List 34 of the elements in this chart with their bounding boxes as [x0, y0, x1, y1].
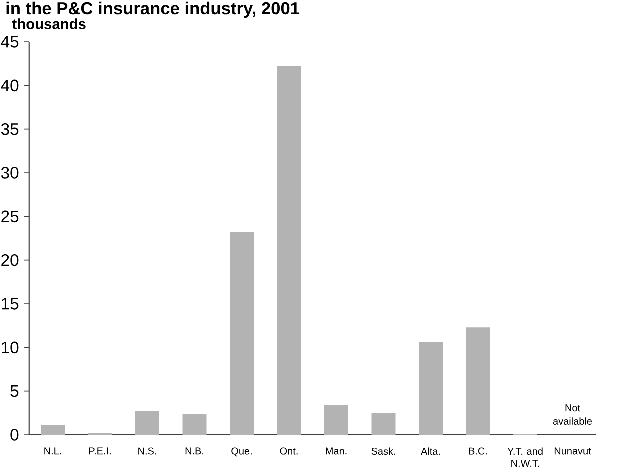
- x-tick-label: Y.T. and N.W.T.: [508, 448, 543, 467]
- bar: [41, 425, 65, 435]
- bar: [324, 405, 349, 435]
- x-tick-label: N.B.: [186, 448, 204, 455]
- bar: [136, 411, 160, 435]
- bar: [466, 328, 490, 435]
- x-tick-label: B.C.: [469, 448, 488, 455]
- annotation: Not available: [553, 404, 592, 425]
- y-axis-title: thousands: [12, 18, 86, 30]
- y-tick-label: 5: [10, 386, 19, 398]
- x-tick-label: N.L.: [44, 448, 62, 455]
- bar: [182, 414, 207, 435]
- y-tick-label: 35: [1, 123, 19, 136]
- x-tick-label: Ont.: [280, 448, 298, 455]
- y-tick-label: 10: [2, 342, 19, 354]
- bar: [419, 342, 444, 435]
- y-tick-label: 20: [2, 254, 19, 266]
- y-tick-label: 30: [1, 167, 19, 179]
- x-tick-label: P.E.I.: [89, 448, 111, 455]
- y-tick-label: 25: [2, 210, 19, 223]
- x-tick-label: Alta.: [421, 448, 440, 456]
- y-tick-label: 40: [1, 80, 19, 92]
- x-tick-label: Que.: [232, 448, 252, 457]
- x-tick-label: Man.: [326, 448, 347, 455]
- bar: [230, 232, 254, 435]
- bar: [372, 413, 396, 435]
- y-tick-label: 15: [2, 298, 19, 310]
- y-tick-label: 45: [1, 36, 19, 48]
- bar: [277, 66, 302, 435]
- chart-title: in the P&C insurance industry, 2001: [6, 2, 300, 18]
- x-tick-label: Sask.: [372, 448, 396, 456]
- y-tick-label: 0: [10, 429, 19, 441]
- x-tick-label: Nunavut: [554, 448, 592, 455]
- x-tick-label: N.S.: [138, 448, 156, 455]
